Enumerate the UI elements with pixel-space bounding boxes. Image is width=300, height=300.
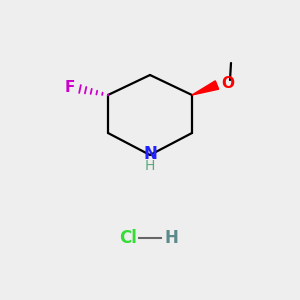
Text: Cl: Cl <box>119 229 137 247</box>
Text: H: H <box>164 229 178 247</box>
Polygon shape <box>192 81 219 95</box>
Text: F: F <box>64 80 75 95</box>
Text: H: H <box>145 159 155 173</box>
Text: N: N <box>143 145 157 163</box>
Text: O: O <box>221 76 234 92</box>
